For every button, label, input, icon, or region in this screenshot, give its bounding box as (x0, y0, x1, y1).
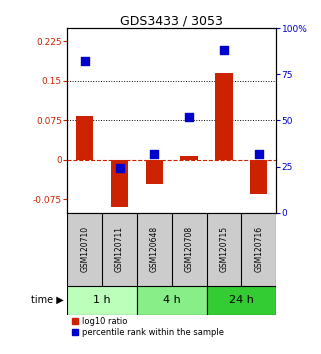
Title: GDS3433 / 3053: GDS3433 / 3053 (120, 14, 223, 27)
Text: 1 h: 1 h (93, 295, 111, 305)
Point (152, 151, 157, 156)
Text: GSM120708: GSM120708 (185, 226, 194, 272)
Point (256, 151, 261, 156)
Bar (67, 286, 137, 315)
Point (187, 114, 192, 120)
Text: time ▶: time ▶ (31, 295, 64, 305)
Text: GSM120648: GSM120648 (150, 226, 159, 272)
Text: GSM120716: GSM120716 (254, 226, 263, 272)
Bar (146, 160, 163, 184)
Bar (215, 73, 233, 160)
Text: 4 h: 4 h (163, 295, 181, 305)
Bar (250, 160, 267, 194)
Bar (180, 156, 198, 160)
Text: 24 h: 24 h (229, 295, 254, 305)
Bar (137, 286, 206, 315)
Point (82, 59, 87, 64)
Text: GSM120715: GSM120715 (219, 226, 229, 272)
Bar (111, 160, 128, 207)
Legend: log10 ratio, percentile rank within the sample: log10 ratio, percentile rank within the … (72, 317, 224, 337)
Bar (206, 286, 276, 315)
Point (117, 166, 122, 171)
Bar (76, 116, 93, 160)
Text: GSM120710: GSM120710 (80, 226, 89, 272)
Point (221, 47, 226, 53)
Text: GSM120711: GSM120711 (115, 226, 124, 272)
